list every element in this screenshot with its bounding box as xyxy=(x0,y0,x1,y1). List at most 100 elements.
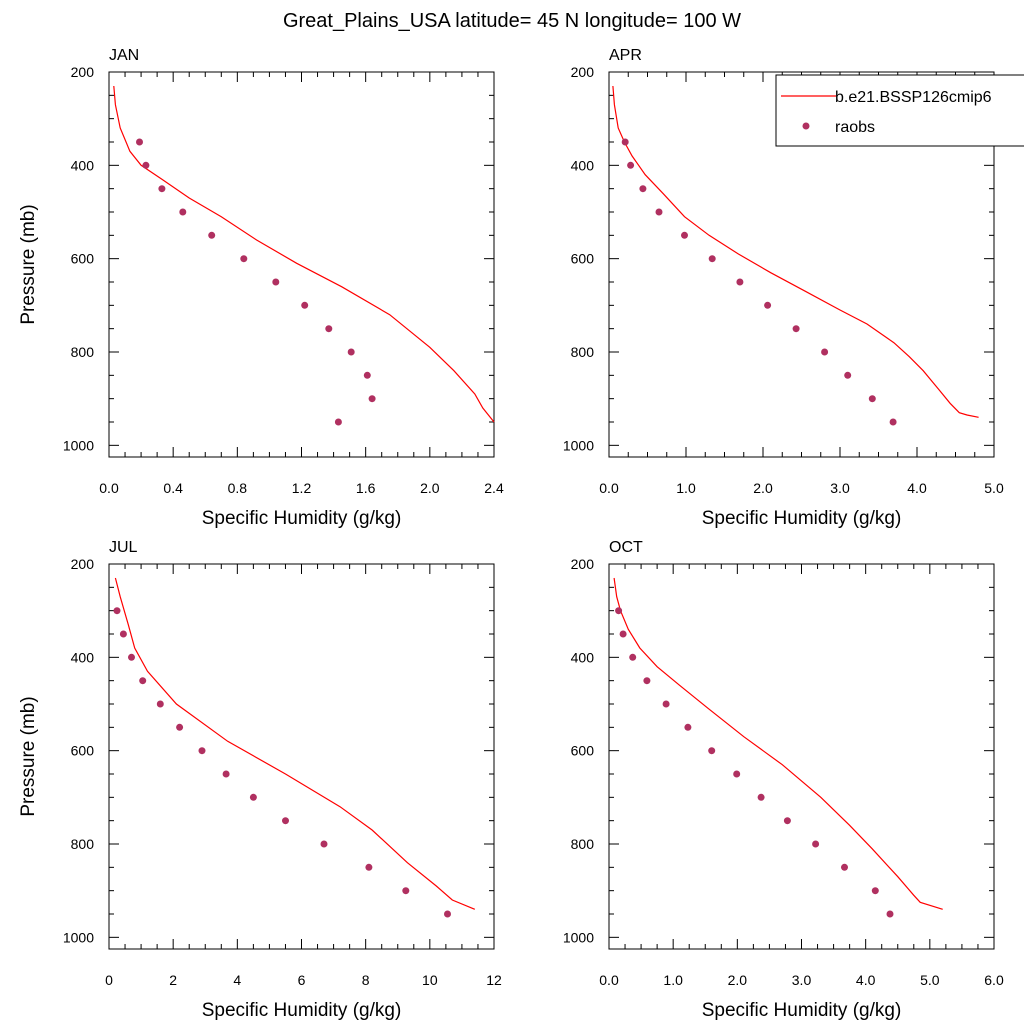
obs-point xyxy=(639,185,647,193)
x-tick-label: 2.0 xyxy=(728,972,748,988)
obs-point xyxy=(708,747,716,755)
obs-point xyxy=(136,138,143,146)
model-series-line xyxy=(613,577,943,910)
obs-point xyxy=(736,278,744,286)
obs-point xyxy=(334,418,342,426)
x-tick-label: 0 xyxy=(105,972,113,988)
obs-point xyxy=(764,301,772,309)
y-axis-label: Pressure (mb) xyxy=(18,204,39,324)
plot-frame xyxy=(108,71,495,458)
panel-title: JUL xyxy=(109,539,138,556)
obs-point xyxy=(684,723,692,731)
y-tick-label: 400 xyxy=(571,157,595,173)
figure-title: Great_Plains_USA latitude= 45 N longitud… xyxy=(283,10,741,32)
y-tick-label: 200 xyxy=(571,64,595,80)
panel-title: APR xyxy=(609,47,642,64)
x-tick-label: 2.0 xyxy=(420,480,440,496)
x-tick-label: 5.0 xyxy=(920,972,940,988)
obs-point xyxy=(198,747,206,755)
x-tick-label: 4.0 xyxy=(907,480,927,496)
obs-point xyxy=(621,138,629,146)
plot-frame xyxy=(608,563,995,950)
x-axis-label: Specific Humidity (g/kg) xyxy=(202,1000,402,1021)
obs-point xyxy=(176,723,184,731)
model-series-line xyxy=(113,85,495,423)
obs-point xyxy=(301,301,309,309)
x-tick-label: 1.0 xyxy=(663,972,683,988)
x-tick-label: 2.4 xyxy=(484,480,504,496)
x-tick-label: 4.0 xyxy=(856,972,876,988)
panel-title: OCT xyxy=(609,539,643,556)
x-tick-label: 2 xyxy=(169,972,177,988)
obs-point xyxy=(733,770,741,778)
legend-obs-label: raobs xyxy=(835,119,875,136)
legend-box xyxy=(775,74,1024,147)
x-tick-label: 0.4 xyxy=(163,480,183,496)
y-tick-label: 600 xyxy=(571,743,595,759)
y-tick-label: 600 xyxy=(71,251,95,267)
y-tick-label: 400 xyxy=(71,649,95,665)
panels: JAN 200 400 600 800 1000 0.0 0.4 0.8 1.2 1.6 2.0 2.4… xyxy=(18,47,1004,1021)
y-tick-label: 800 xyxy=(71,836,95,852)
obs-point xyxy=(113,607,121,615)
obs-point xyxy=(119,630,127,638)
obs-point xyxy=(156,700,164,708)
y-tick-label: 200 xyxy=(71,556,95,572)
obs-point xyxy=(792,325,800,333)
x-tick-label: 5.0 xyxy=(984,480,1004,496)
obs-point xyxy=(841,863,848,871)
y-tick-label: 1000 xyxy=(563,437,594,453)
legend-obs-marker xyxy=(802,122,810,130)
obs-point xyxy=(889,418,897,426)
x-tick-label: 0.0 xyxy=(599,972,619,988)
x-tick-label: 1.2 xyxy=(292,480,312,496)
y-tick-label: 1000 xyxy=(63,437,94,453)
obs-point xyxy=(812,840,820,848)
y-tick-label: 1000 xyxy=(63,929,94,945)
x-tick-label: 0.0 xyxy=(99,480,119,496)
obs-point xyxy=(681,231,688,239)
y-tick-label: 600 xyxy=(71,743,95,759)
obs-point xyxy=(629,653,637,661)
obs-point xyxy=(179,208,187,216)
panel-jul: JUL 200 400 600 800 1000 0 2 4 6 8 10 12 Specific Hum… xyxy=(18,539,502,1021)
panel-title: JAN xyxy=(109,47,139,64)
y-tick-label: 200 xyxy=(71,64,95,80)
y-tick-label: 800 xyxy=(571,836,595,852)
obs-point xyxy=(821,348,829,356)
y-tick-label: 200 xyxy=(571,556,595,572)
obs-point xyxy=(615,607,623,615)
panel-jan: JAN 200 400 600 800 1000 0.0 0.4 0.8 1.2 1.6 2.0 2.4… xyxy=(18,47,504,529)
y-tick-label: 800 xyxy=(571,344,595,360)
obs-point xyxy=(282,817,289,825)
x-tick-label: 1.6 xyxy=(356,480,376,496)
x-axis-label: Specific Humidity (g/kg) xyxy=(202,508,402,529)
x-tick-label: 1.0 xyxy=(676,480,696,496)
obs-point xyxy=(272,278,280,286)
x-tick-label: 10 xyxy=(422,972,438,988)
obs-point xyxy=(662,700,670,708)
x-tick-label: 3.0 xyxy=(830,480,850,496)
y-tick-label: 400 xyxy=(571,649,595,665)
obs-point xyxy=(363,371,371,379)
obs-point xyxy=(365,863,373,871)
obs-point xyxy=(142,161,150,169)
legend: b.e21.BSSP126cmip6 raobs xyxy=(775,74,1024,147)
x-tick-label: 3.0 xyxy=(792,972,812,988)
obs-point xyxy=(208,231,216,239)
x-axis-label: Specific Humidity (g/kg) xyxy=(702,508,902,529)
obs-point xyxy=(402,887,410,895)
obs-point xyxy=(868,395,876,403)
x-tick-label: 2.0 xyxy=(753,480,773,496)
obs-point xyxy=(320,840,328,848)
obs-point xyxy=(158,185,166,193)
obs-point xyxy=(757,793,765,801)
model-series-line xyxy=(114,577,476,910)
legend-model-label: b.e21.BSSP126cmip6 xyxy=(835,89,992,106)
plot-frame xyxy=(108,563,495,950)
obs-point xyxy=(325,325,333,333)
y-tick-label: 800 xyxy=(71,344,95,360)
obs-point xyxy=(643,677,651,685)
obs-point xyxy=(655,208,663,216)
